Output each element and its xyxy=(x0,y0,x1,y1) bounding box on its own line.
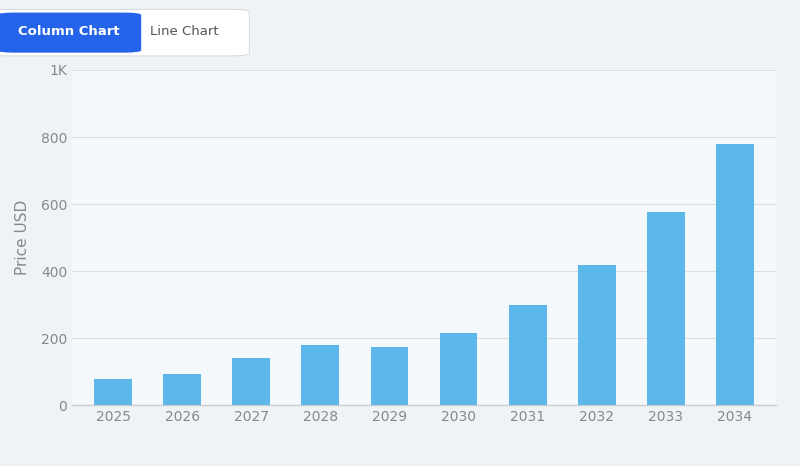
Bar xyxy=(716,144,754,405)
Bar xyxy=(578,265,615,405)
Bar xyxy=(163,374,202,405)
Text: Line Chart: Line Chart xyxy=(150,25,218,38)
FancyBboxPatch shape xyxy=(0,13,141,53)
Text: Column Chart: Column Chart xyxy=(18,25,120,38)
Bar xyxy=(646,212,685,405)
Bar xyxy=(233,358,270,405)
Bar xyxy=(439,333,478,405)
Y-axis label: Price USD: Price USD xyxy=(14,200,30,275)
Bar xyxy=(94,378,132,405)
Bar xyxy=(370,347,409,405)
FancyBboxPatch shape xyxy=(0,9,250,56)
Bar xyxy=(302,345,339,405)
Bar xyxy=(509,305,546,405)
